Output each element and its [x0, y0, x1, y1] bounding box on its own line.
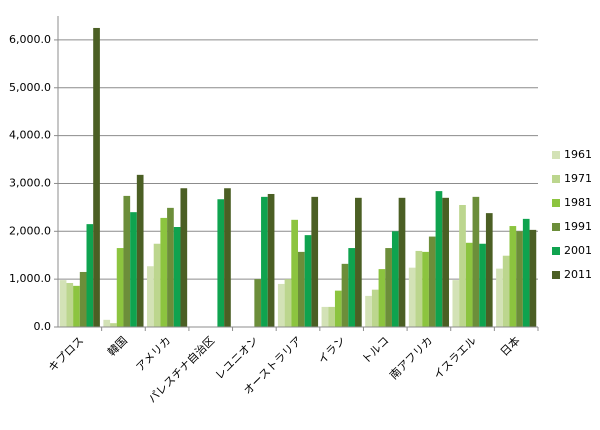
bar: [167, 207, 174, 327]
bar: [103, 319, 111, 327]
bar: [160, 217, 168, 327]
legend-swatch: [552, 175, 560, 183]
bar: [465, 242, 473, 327]
legend-swatch: [552, 199, 560, 207]
bar: [348, 248, 356, 327]
y-tick-label: 5,000.0: [9, 81, 51, 94]
y-tick-label: 6,000.0: [9, 33, 51, 46]
legend-swatch: [552, 151, 560, 159]
bar: [516, 231, 523, 327]
bar: [311, 196, 319, 327]
y-tick-label: 4,000.0: [9, 129, 51, 142]
legend-label: 2011: [564, 268, 592, 281]
bar: [66, 282, 74, 327]
bar: [355, 197, 362, 327]
bar: [398, 197, 406, 327]
bar: [341, 263, 349, 327]
legend-label: 1991: [564, 220, 592, 233]
bar: [254, 279, 262, 327]
bar: [147, 266, 154, 327]
bar: [173, 227, 181, 327]
legend-label: 1961: [564, 148, 592, 161]
bar: [422, 251, 429, 327]
bar: [136, 174, 144, 327]
bar: [371, 289, 379, 327]
bar: [496, 268, 503, 327]
y-tick-label: 2,000.0: [9, 224, 51, 237]
legend-label: 1981: [564, 196, 592, 209]
bar: [298, 251, 305, 327]
bar: [261, 196, 268, 327]
legend-swatch: [552, 271, 560, 279]
x-tick-label: アメリカ: [134, 334, 174, 374]
bar: [435, 191, 443, 327]
bar: [522, 218, 530, 327]
bar: [391, 231, 399, 327]
bar: [378, 269, 386, 327]
bar: [328, 306, 335, 327]
x-tick-label: キプロス: [46, 334, 86, 374]
bar: [529, 229, 537, 327]
bar: [224, 188, 231, 327]
bar: [180, 188, 188, 327]
x-tick-label: トルコ: [359, 334, 391, 366]
bar: [110, 323, 117, 327]
bar: [304, 235, 312, 327]
x-tick-label: 南アフリカ: [387, 334, 435, 382]
bar: [452, 280, 460, 327]
bar: [86, 224, 94, 327]
bar: [284, 279, 292, 327]
bar: [321, 306, 329, 327]
bar: [334, 290, 342, 327]
bar: [442, 197, 449, 327]
bar: [79, 271, 87, 327]
bar: [153, 243, 161, 327]
legend-label: 1971: [564, 172, 592, 185]
bar: [459, 204, 466, 327]
bar: [291, 219, 298, 327]
y-tick-label: 3,000.0: [9, 176, 51, 189]
bar: [502, 255, 510, 327]
bar: [415, 250, 423, 327]
bar: [93, 27, 100, 327]
bar: [365, 295, 372, 327]
bar: [385, 248, 392, 327]
legend-label: 2001: [564, 244, 592, 257]
bar: [59, 280, 67, 327]
bar: [485, 213, 493, 327]
bar: [267, 193, 275, 327]
bar: [408, 267, 416, 327]
bar: [116, 248, 124, 327]
bar: [509, 226, 517, 327]
x-tick-label: 韓国: [105, 334, 130, 359]
x-tick-label: 日本: [497, 333, 522, 358]
bar: [73, 285, 80, 327]
bar: [217, 199, 225, 327]
bar: [479, 243, 486, 327]
x-tick-label: イスラエル: [431, 334, 479, 382]
legend-swatch: [552, 247, 560, 255]
y-tick-label: 1,000.0: [9, 272, 51, 285]
bar: [277, 283, 285, 327]
bar: [428, 236, 436, 327]
bar: [130, 212, 137, 327]
legend-swatch: [552, 223, 560, 231]
bar: [472, 196, 480, 327]
y-tick-label: 0.0: [34, 320, 52, 333]
bar: [123, 195, 131, 327]
x-tick-label: イラン: [316, 334, 349, 367]
